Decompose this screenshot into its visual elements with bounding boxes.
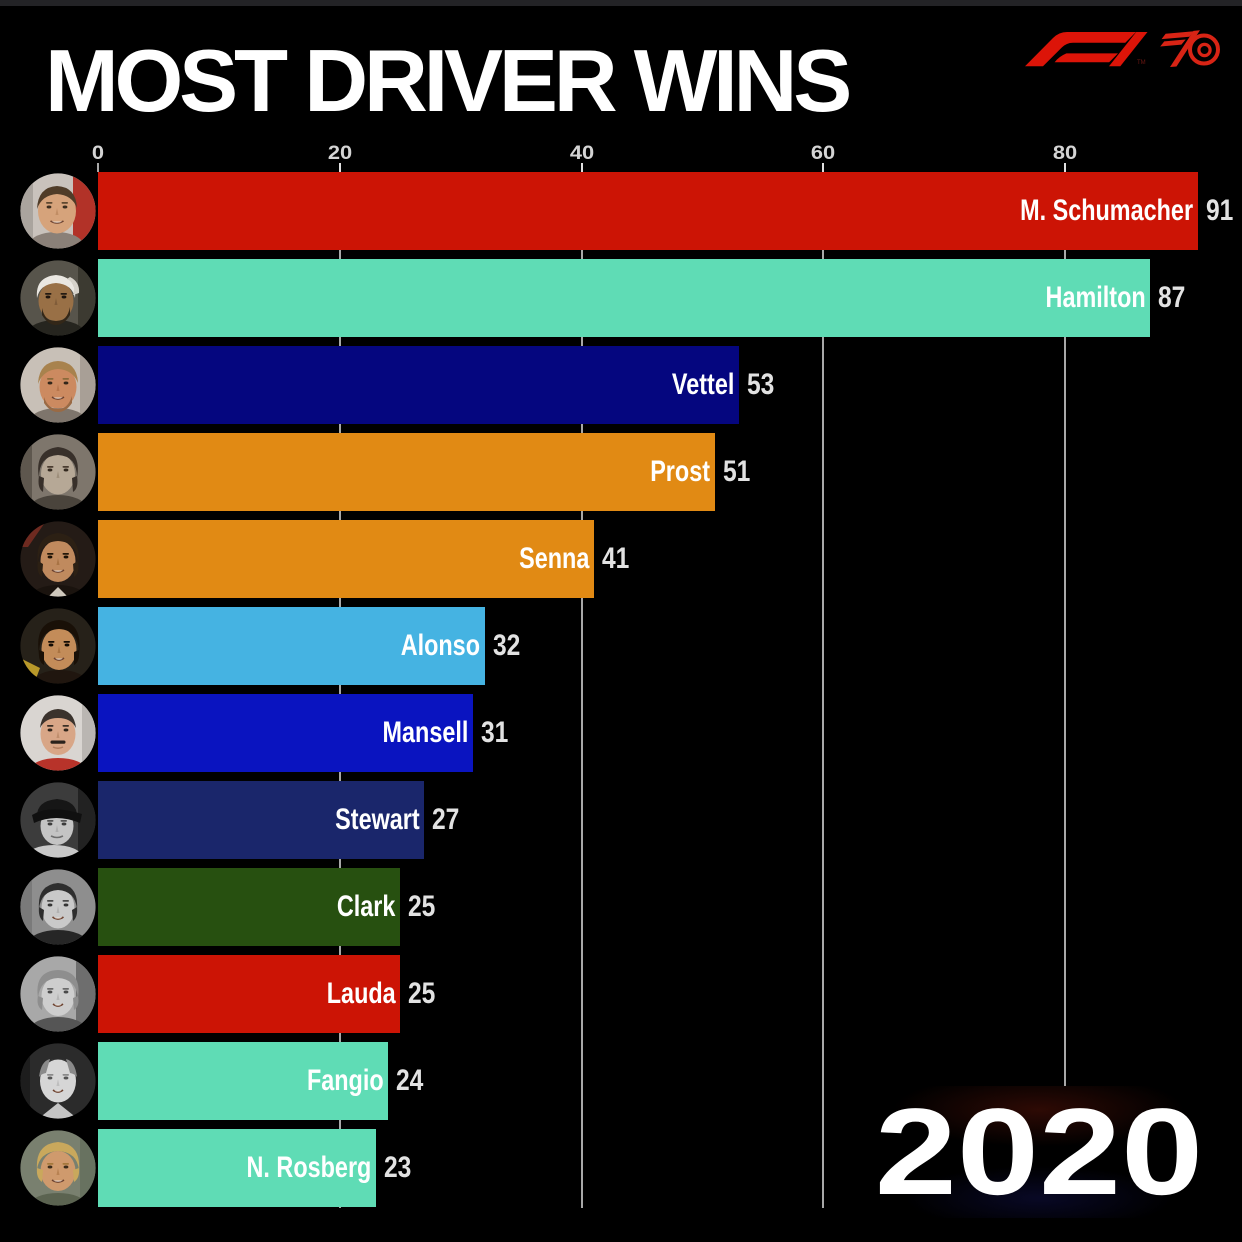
svg-text:TM: TM [1137,60,1146,66]
